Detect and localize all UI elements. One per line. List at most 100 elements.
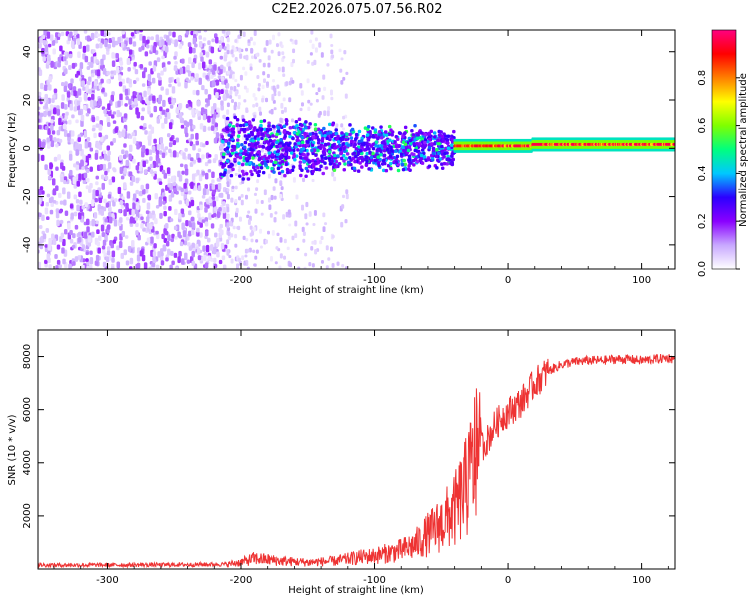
spectrogram-cell [87, 241, 92, 247]
spectrogram-y-tick-label: 0 [22, 145, 33, 151]
snr-x-label: Height of straight line (km) [288, 585, 424, 596]
spectrogram-cell [280, 174, 284, 179]
spectrogram-cell [277, 66, 281, 72]
spectrogram-cell [249, 125, 253, 129]
spectrogram-cell [239, 53, 243, 59]
spectrogram-cell [226, 109, 230, 115]
spectrogram-cell [178, 212, 182, 220]
spectrogram-cell [103, 198, 107, 204]
spectrogram-cell [330, 43, 334, 47]
spectrogram-cell [218, 259, 223, 265]
spectrogram-cell [149, 156, 153, 161]
spectrogram-cell [183, 182, 187, 189]
colorbar-tick-label: 0.8 [697, 70, 708, 86]
spectrogram-cell [434, 154, 439, 159]
spectrogram-cell [366, 124, 371, 129]
spectrogram-cell [272, 79, 276, 83]
spectrogram-cell [78, 212, 82, 220]
spectrogram-cell [180, 187, 184, 193]
spectrogram-cell [128, 37, 133, 45]
spectrogram-cell [38, 118, 41, 123]
spectrogram-cell [134, 98, 138, 105]
spectrogram-cell [309, 52, 313, 56]
spectrogram-cell [44, 259, 48, 264]
snr-y-label: SNR (10 * v/v) [7, 414, 18, 485]
spectrogram-cell [85, 258, 89, 262]
spectrogram-cell [117, 186, 122, 195]
spectrogram-cell [440, 149, 445, 153]
spectrogram-cell [207, 154, 212, 158]
spectrogram-cell [272, 34, 276, 41]
spectrogram-cell [55, 211, 60, 219]
spectrogram-cell [364, 147, 368, 152]
spectrogram-cell [91, 93, 95, 100]
spectrogram-cell [228, 74, 232, 79]
spectrogram-cell [287, 143, 291, 147]
spectrogram-cell [237, 102, 241, 106]
spectrogram-cell [275, 132, 279, 137]
spectrogram-cell [80, 114, 85, 122]
snr-x-tick-label: -200 [230, 575, 253, 586]
spectrogram-cell [230, 148, 234, 153]
spectrogram-cell [46, 137, 50, 143]
spectrogram-cell [125, 202, 129, 211]
spectrogram-cell [331, 262, 335, 268]
spectrogram-cell [226, 176, 230, 182]
spectrogram-cell [198, 40, 203, 48]
spectrogram-cell [192, 159, 197, 164]
spectrogram-cell [172, 181, 177, 187]
spectrogram-cell [388, 138, 392, 143]
spectrogram-cell [419, 131, 423, 135]
spectrogram-cell [120, 41, 125, 48]
spectrogram-cell [84, 55, 89, 63]
spectrogram-cell [91, 218, 96, 227]
spectrogram-cell [121, 30, 125, 35]
spectrogram-cell [87, 108, 91, 114]
spectrogram-cell [163, 172, 168, 179]
spectrogram-cell [41, 141, 46, 149]
spectrogram-cell [220, 64, 224, 70]
spectrogram-cell [83, 30, 88, 34]
spectrogram-cell [342, 153, 346, 158]
spectrogram-cell [222, 163, 227, 168]
spectrogram-cell [149, 163, 154, 169]
spectrogram-cell [268, 127, 273, 132]
spectrogram-cell [229, 89, 233, 96]
spectrogram-cell [275, 144, 279, 149]
spectrogram-cell [299, 156, 303, 160]
spectrogram-cell [280, 159, 285, 164]
spectrogram-cell [315, 91, 319, 96]
spectrogram-cell [133, 61, 137, 67]
spectrogram-cell [279, 182, 283, 187]
spectrogram-cell [47, 43, 52, 48]
spectrogram-cell [342, 127, 346, 131]
spectrogram-cell [54, 254, 58, 259]
spectrogram-cell [240, 162, 245, 167]
spectrogram-cell [153, 243, 157, 249]
spectrogram-cell [189, 162, 194, 167]
spectrogram-cell [102, 150, 107, 155]
spectrogram-cell [154, 218, 158, 225]
spectrogram-cell [265, 39, 269, 46]
spectrogram-cell [93, 212, 98, 219]
spectrogram-cell [53, 156, 58, 162]
spectrogram-cell [205, 74, 209, 80]
spectrogram-cell [256, 75, 260, 80]
spectrogram-cell [243, 85, 247, 90]
spectrogram-cell [217, 182, 222, 190]
spectrogram-cell [146, 39, 150, 44]
spectrogram-cell [415, 142, 419, 146]
spectrogram-cell [396, 137, 400, 141]
spectrogram-cell [141, 107, 145, 112]
spectrogram-cell [160, 143, 164, 150]
spectrogram-cell [250, 132, 255, 137]
spectrogram-cell [211, 179, 215, 184]
spectrogram-cell [281, 109, 285, 114]
spectrogram-cell [386, 163, 391, 168]
spectrogram-cell [82, 104, 87, 111]
spectrogram-cell [145, 210, 150, 215]
spectrogram-cell [80, 74, 85, 79]
spectrogram-cell [177, 35, 182, 41]
spectrogram-cell [267, 151, 272, 155]
